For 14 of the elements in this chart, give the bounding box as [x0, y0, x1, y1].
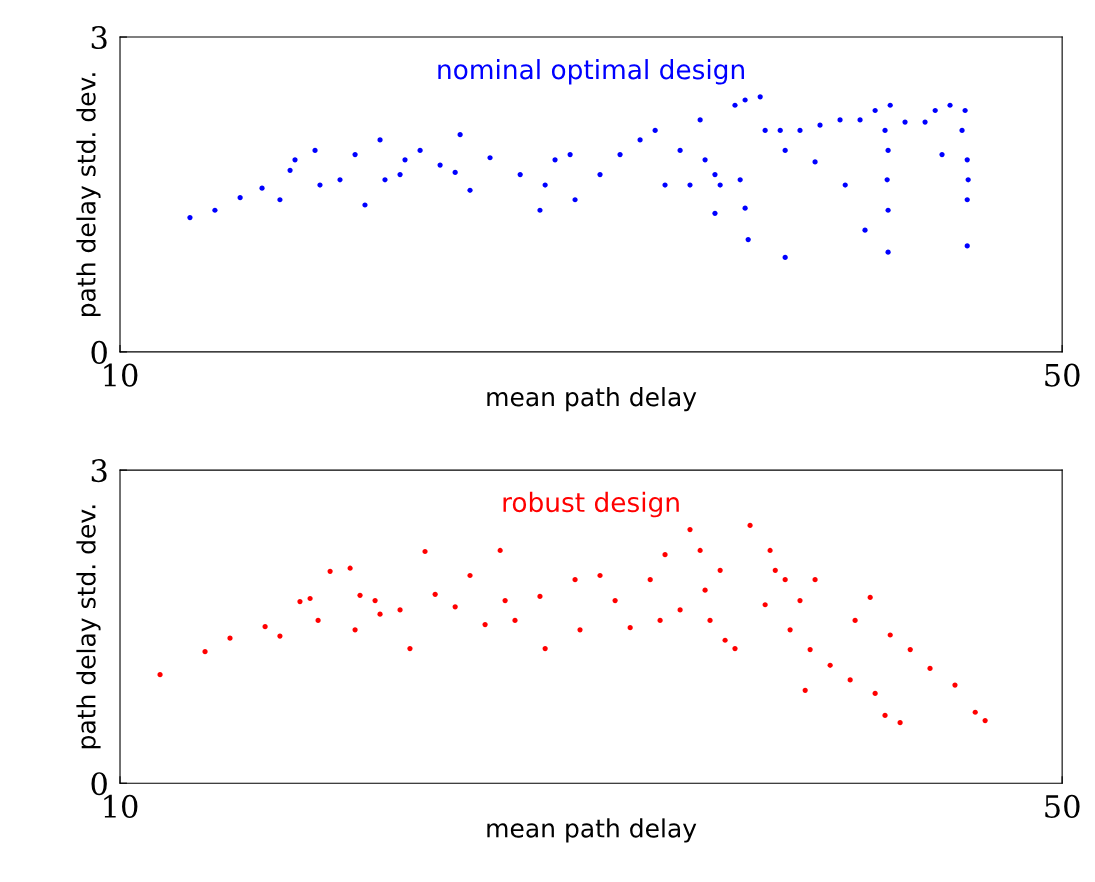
text: nominal optimal design [438, 59, 744, 85]
y-tick-label: 0 [91, 772, 107, 796]
x-tick-label: 10 [104, 363, 138, 387]
x-tick-label: 50 [1045, 794, 1080, 818]
y-axis-title: path delay std. dev. [76, 73, 101, 317]
y-tick-label: 0 [91, 340, 107, 364]
x-axis-title: mean path delay [487, 387, 697, 412]
y-tick-label: 3 [91, 459, 107, 483]
y-tick-label: 3 [91, 25, 107, 50]
x-axis-title: mean path delay [487, 818, 697, 843]
y-axis-title: path delay std. dev. [76, 505, 101, 749]
text: robust design [503, 491, 679, 518]
x-tick-label: 50 [1045, 363, 1080, 387]
x-tick-label: 10 [104, 794, 138, 818]
